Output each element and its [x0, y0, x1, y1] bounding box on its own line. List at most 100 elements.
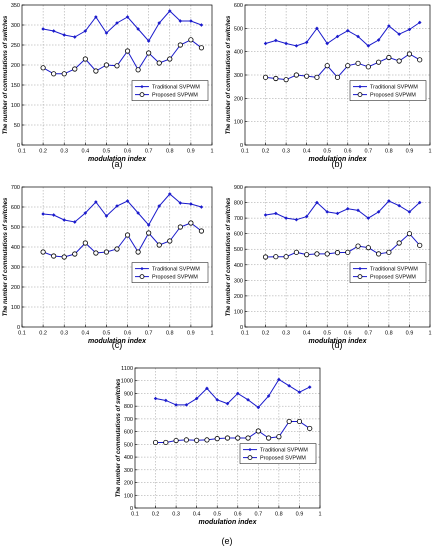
data-point	[61, 254, 67, 260]
data-point	[189, 19, 193, 23]
data-point	[82, 240, 88, 246]
data-point	[335, 34, 340, 39]
data-point	[366, 43, 371, 48]
x-tick-label: 1	[428, 331, 431, 337]
y-axis-label: The number of commutations of switches	[3, 197, 9, 316]
data-point	[178, 19, 183, 23]
x-tick-label: 0.6	[124, 331, 132, 337]
series-line	[155, 378, 310, 409]
x-axis-label: modulation index	[88, 338, 147, 345]
data-point	[177, 224, 183, 230]
series-line	[155, 420, 311, 443]
x-tick-label: 0.2	[39, 149, 47, 155]
x-tick-label: 0.4	[193, 512, 201, 518]
y-tick-label: 700	[234, 216, 243, 222]
data-point	[307, 385, 312, 389]
data-point	[51, 213, 56, 217]
data-point	[273, 75, 279, 82]
data-point	[188, 220, 194, 226]
plot-area	[22, 187, 212, 327]
y-tick-label: 400	[234, 263, 243, 269]
data-point	[365, 64, 371, 70]
legend-label: Proposed SVPWM	[370, 275, 416, 281]
data-point	[304, 214, 309, 219]
data-point	[125, 15, 130, 19]
y-tick-label: 50	[14, 123, 20, 129]
x-tick-label: 0.9	[406, 331, 414, 337]
y-tick-label: 100	[11, 103, 20, 109]
legend-marker	[247, 455, 253, 461]
data-point	[103, 249, 110, 255]
data-point	[183, 437, 189, 443]
x-tick-label: 0.7	[145, 149, 153, 155]
data-point	[41, 212, 45, 216]
x-axis-label: modulation index	[88, 156, 147, 163]
data-point	[93, 68, 99, 74]
data-point	[194, 396, 199, 401]
x-tick-label: 0.9	[296, 512, 304, 518]
data-point	[163, 398, 168, 403]
data-point	[146, 223, 151, 227]
data-point	[334, 74, 341, 80]
x-tick-label: 0.8	[385, 331, 393, 337]
data-point	[146, 50, 152, 56]
x-tick-label: 0.4	[303, 331, 311, 337]
data-point	[356, 208, 360, 213]
data-point	[72, 251, 78, 257]
y-tick-label: 700	[11, 185, 20, 191]
y-tick-label: 200	[234, 96, 243, 102]
data-point	[287, 383, 292, 388]
data-point	[296, 418, 303, 425]
x-tick-label: 0.3	[282, 149, 290, 155]
legend-box	[131, 262, 209, 283]
data-point	[136, 27, 140, 31]
series-line	[265, 22, 421, 47]
data-point	[255, 428, 261, 434]
y-tick-label: 500	[234, 247, 243, 253]
x-tick-label: 0.4	[82, 331, 90, 337]
data-point	[256, 405, 261, 410]
y-tick-label: 100	[234, 309, 243, 315]
data-point	[355, 60, 361, 66]
y-tick-label: 500	[11, 225, 20, 231]
data-point	[215, 397, 220, 402]
series-line	[265, 200, 421, 221]
data-point	[153, 396, 158, 401]
data-point	[94, 200, 98, 204]
y-tick-label: 300	[11, 265, 20, 271]
legend-marker	[358, 267, 362, 271]
panel-label: (c)	[112, 340, 123, 350]
y-tick-label: 0	[240, 143, 243, 149]
data-point	[376, 59, 382, 65]
legend-marker	[357, 92, 363, 97]
y-tick-label: 500	[234, 26, 243, 32]
x-tick-label: 0.9	[187, 149, 195, 155]
data-point	[315, 26, 319, 31]
data-point	[417, 200, 422, 205]
y-tick-label: 0	[17, 143, 20, 149]
data-point	[152, 439, 159, 446]
data-point	[235, 391, 240, 396]
data-point	[262, 254, 269, 260]
data-point	[194, 437, 200, 443]
data-point	[345, 28, 350, 33]
y-tick-label: 100	[11, 305, 20, 311]
chart-panel-1: 0.1 0.2 0.3 0.4 0.5 0.6 0.7 0.8 0.9 1 0 50 100 150 200…	[3, 3, 214, 169]
y-tick-label: 200	[234, 294, 243, 300]
data-point	[283, 77, 289, 83]
data-point	[225, 401, 230, 406]
legend-box	[349, 80, 427, 101]
x-tick-label: 0.6	[234, 512, 242, 518]
data-point	[266, 435, 272, 441]
x-tick-label: 1	[210, 331, 213, 337]
data-point	[82, 56, 88, 62]
data-point	[173, 437, 179, 444]
data-point	[273, 38, 278, 43]
plot-frame	[21, 4, 213, 146]
legend-label: Proposed SVPWM	[152, 93, 198, 99]
legend: Traditional SVPWM Proposed SVPWM	[349, 80, 427, 101]
x-tick-label: 0.5	[323, 149, 331, 155]
x-tick-label: 0.5	[103, 331, 111, 337]
chart-panel-5: 0.1 0.2 0.3 0.4 0.5 0.6 0.7 0.8 0.9 1 0 100 200 300 40…	[116, 366, 322, 546]
legend-marker	[139, 92, 145, 97]
